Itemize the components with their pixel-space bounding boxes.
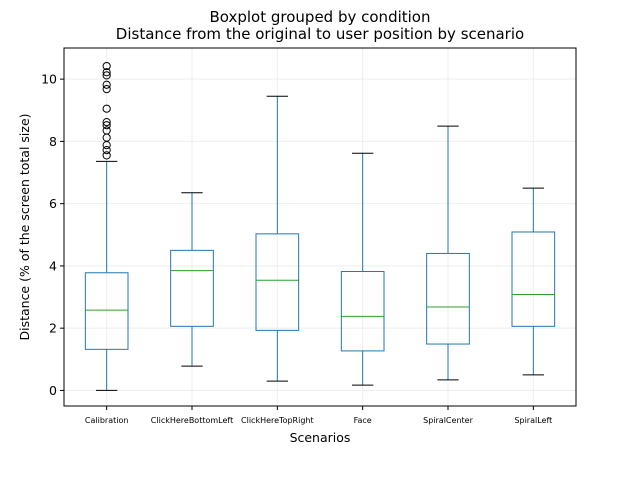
- box-body: [511, 231, 556, 327]
- chart-subtitle: Distance from the original to user posit…: [116, 25, 524, 43]
- x-tick-label: ClickHereBottomLeft: [151, 416, 233, 425]
- x-tick-label: ClickHereTopRight: [241, 416, 314, 425]
- x-axis-ticks: Calibration ClickHereBottomLeft ClickHereT…: [85, 406, 552, 425]
- x-tick-label: SpiralLeft: [514, 416, 552, 425]
- box-Calibration: [84, 61, 129, 391]
- box-body: [340, 271, 385, 352]
- y-tick-label: 4: [49, 258, 57, 273]
- y-axis-ticks: 0 2 4 6 8 10: [41, 72, 64, 398]
- outlier-point: [102, 80, 111, 89]
- box-ClickHereBottomLeft: [170, 192, 214, 367]
- box-SpiralLeft: [511, 187, 556, 376]
- y-tick-label: 2: [49, 321, 57, 336]
- box-body: [84, 272, 129, 350]
- boxes: [84, 61, 556, 391]
- chart-title: Boxplot grouped by condition: [209, 8, 430, 26]
- outlier-point: [102, 151, 111, 160]
- plot-frame: [63, 47, 577, 407]
- y-tick-label: 0: [49, 383, 57, 398]
- outlier-point: [102, 61, 111, 71]
- x-tick-label: Calibration: [85, 416, 129, 425]
- box-ClickHereTopRight: [255, 95, 300, 382]
- outlier-point: [102, 117, 111, 127]
- outlier-point: [102, 84, 111, 94]
- outlier-point: [102, 71, 111, 80]
- box-Face: [340, 152, 385, 386]
- outlier-point: [102, 126, 111, 135]
- outlier-point: [102, 146, 111, 155]
- y-tick-label: 10: [41, 72, 57, 87]
- y-axis-label: Distance (% of the screen total size): [17, 113, 32, 340]
- outlier-point: [102, 104, 111, 113]
- box-body: [170, 249, 214, 327]
- box-SpiralCenter: [426, 125, 470, 381]
- outlier-point: [102, 68, 111, 77]
- y-tick-label: 6: [49, 196, 57, 211]
- box-body: [255, 233, 300, 331]
- x-tick-label: Face: [354, 416, 372, 425]
- box-body: [426, 252, 470, 345]
- x-axis-label: Scenarios: [290, 430, 351, 445]
- y-tick-label: 8: [49, 134, 57, 149]
- x-tick-label: SpiralCenter: [423, 416, 473, 425]
- outlier-point: [102, 121, 111, 130]
